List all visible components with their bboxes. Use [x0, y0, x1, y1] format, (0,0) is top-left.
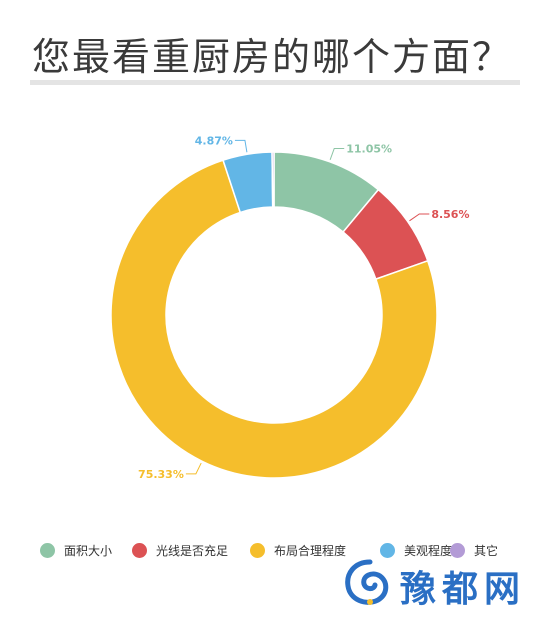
watermark-text: 豫都网: [400, 568, 527, 610]
legend-swatch-2: [132, 542, 147, 558]
title-underline: [30, 80, 520, 85]
label-leader-4: [234, 139, 248, 153]
legend-label-3: 布局合理程度: [274, 543, 347, 558]
donut-chart: 11.05% 8.56% 75.33% 4.87%: [110, 134, 469, 481]
data-label-1: 11.05%: [346, 143, 392, 156]
data-label-2: 8.56%: [431, 208, 469, 221]
legend-label-5: 其它: [474, 543, 499, 558]
legend-swatch-1: [40, 542, 55, 558]
legend-swatch-5: [450, 542, 465, 558]
legend-item-2[interactable]: 光线是否充足: [132, 540, 228, 560]
label-leader-2: [409, 213, 430, 222]
label-leader-1: [329, 148, 345, 161]
donut-slice-3: [110, 159, 438, 479]
legend-item-5[interactable]: 其它: [450, 540, 498, 560]
legend-label-1: 面积大小: [64, 543, 113, 558]
data-label-4: 4.87%: [195, 134, 233, 147]
donut-slice-5: [271, 151, 275, 208]
legend-item-3[interactable]: 布局合理程度: [250, 540, 346, 560]
chart-title: 您最看重厨房的哪个方面？: [32, 35, 513, 79]
swirl-logo-icon: [345, 559, 389, 605]
data-label-3: 75.33%: [138, 468, 184, 481]
legend-label-4: 美观程度: [404, 543, 453, 558]
legend-swatch-3: [250, 542, 265, 558]
label-leader-3: [185, 462, 202, 475]
legend-label-2: 光线是否充足: [156, 543, 229, 558]
watermark-logo: 豫都网: [340, 554, 540, 610]
chart-legend: 面积大小 光线是否充足 布局合理程度 美观程度 其它: [40, 540, 520, 560]
legend-item-4[interactable]: 美观程度: [380, 540, 452, 560]
legend-item-1[interactable]: 面积大小: [40, 540, 112, 560]
legend-swatch-4: [380, 542, 395, 558]
